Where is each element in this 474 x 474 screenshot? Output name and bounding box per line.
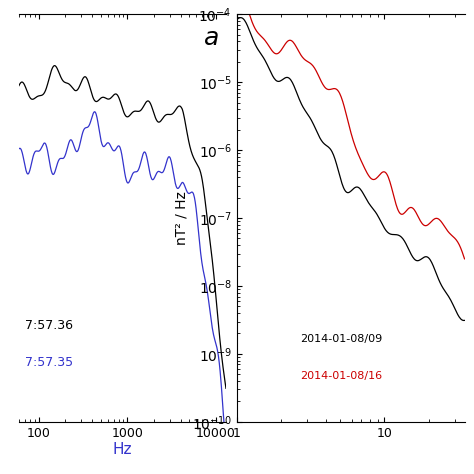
Text: a: a	[204, 27, 220, 50]
Text: 2014-01-08/16: 2014-01-08/16	[301, 371, 383, 381]
Text: 7:57.36: 7:57.36	[25, 319, 73, 332]
X-axis label: Hz: Hz	[113, 443, 132, 457]
Y-axis label: nT² / Hz: nT² / Hz	[174, 191, 188, 245]
Text: 7:57.35: 7:57.35	[25, 356, 73, 369]
Text: 2014-01-08/09: 2014-01-08/09	[301, 335, 383, 345]
